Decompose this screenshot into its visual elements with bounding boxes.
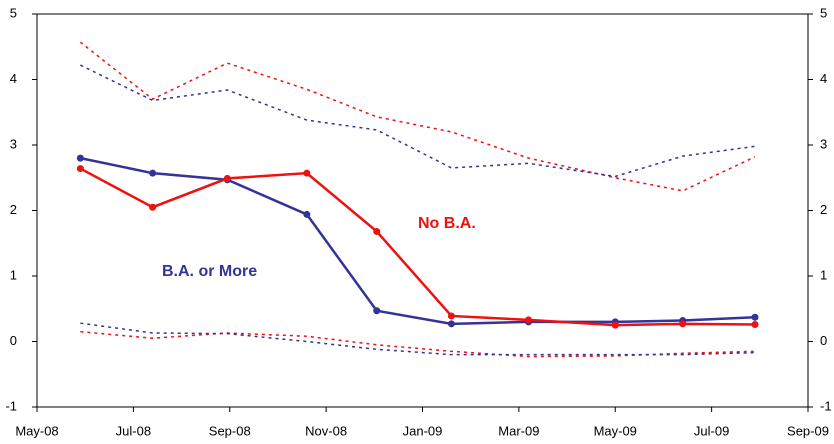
y2-tick-label: 0 (820, 333, 827, 348)
y-tick-label: 5 (10, 5, 17, 20)
y2-tick-label: -1 (820, 398, 832, 413)
y-tick-label: 2 (10, 202, 17, 217)
y-tick-label: 4 (10, 71, 17, 86)
series-marker (447, 320, 455, 328)
y2-tick-label: 1 (820, 267, 827, 282)
series-marker (679, 320, 687, 328)
series-line (80, 156, 756, 326)
y-tick-label: 1 (10, 267, 17, 282)
series-marker (149, 169, 157, 177)
series-line (79, 41, 756, 192)
x-tick-label: Sep-09 (787, 423, 829, 438)
series-marker (373, 227, 381, 235)
y-tick-label: -1 (5, 398, 17, 413)
x-tick-label: Sep-08 (209, 423, 251, 438)
annotation: No B.A. (418, 215, 476, 232)
series-line (80, 322, 756, 356)
y-tick-label: 3 (10, 136, 17, 151)
series-line (79, 167, 756, 327)
series-marker (149, 203, 157, 211)
series-marker (525, 316, 533, 324)
x-tick-label: Jul-09 (694, 423, 729, 438)
series-marker (223, 174, 231, 182)
series-line (80, 64, 756, 178)
x-tick-label: May-09 (594, 423, 637, 438)
series-marker (447, 312, 455, 320)
annotation: B.A. or More (162, 263, 257, 280)
x-tick-label: May-08 (15, 423, 58, 438)
series-marker (303, 169, 311, 177)
series-marker (751, 313, 759, 321)
x-tick-label: Jul-08 (116, 423, 151, 438)
series-marker (373, 307, 381, 315)
x-tick-label: Jan-09 (403, 423, 443, 438)
y2-tick-label: 5 (820, 5, 827, 20)
x-tick-label: Nov-08 (305, 423, 347, 438)
y-tick-label: 0 (10, 333, 17, 348)
x-tick-label: Mar-09 (498, 423, 539, 438)
series-marker (751, 320, 759, 328)
y2-tick-label: 4 (820, 71, 827, 86)
y2-tick-label: 2 (820, 202, 827, 217)
y2-tick-label: 3 (820, 136, 827, 151)
series-marker (76, 154, 84, 162)
series-marker (611, 321, 619, 329)
series-marker (76, 165, 84, 173)
series-marker (303, 210, 311, 218)
